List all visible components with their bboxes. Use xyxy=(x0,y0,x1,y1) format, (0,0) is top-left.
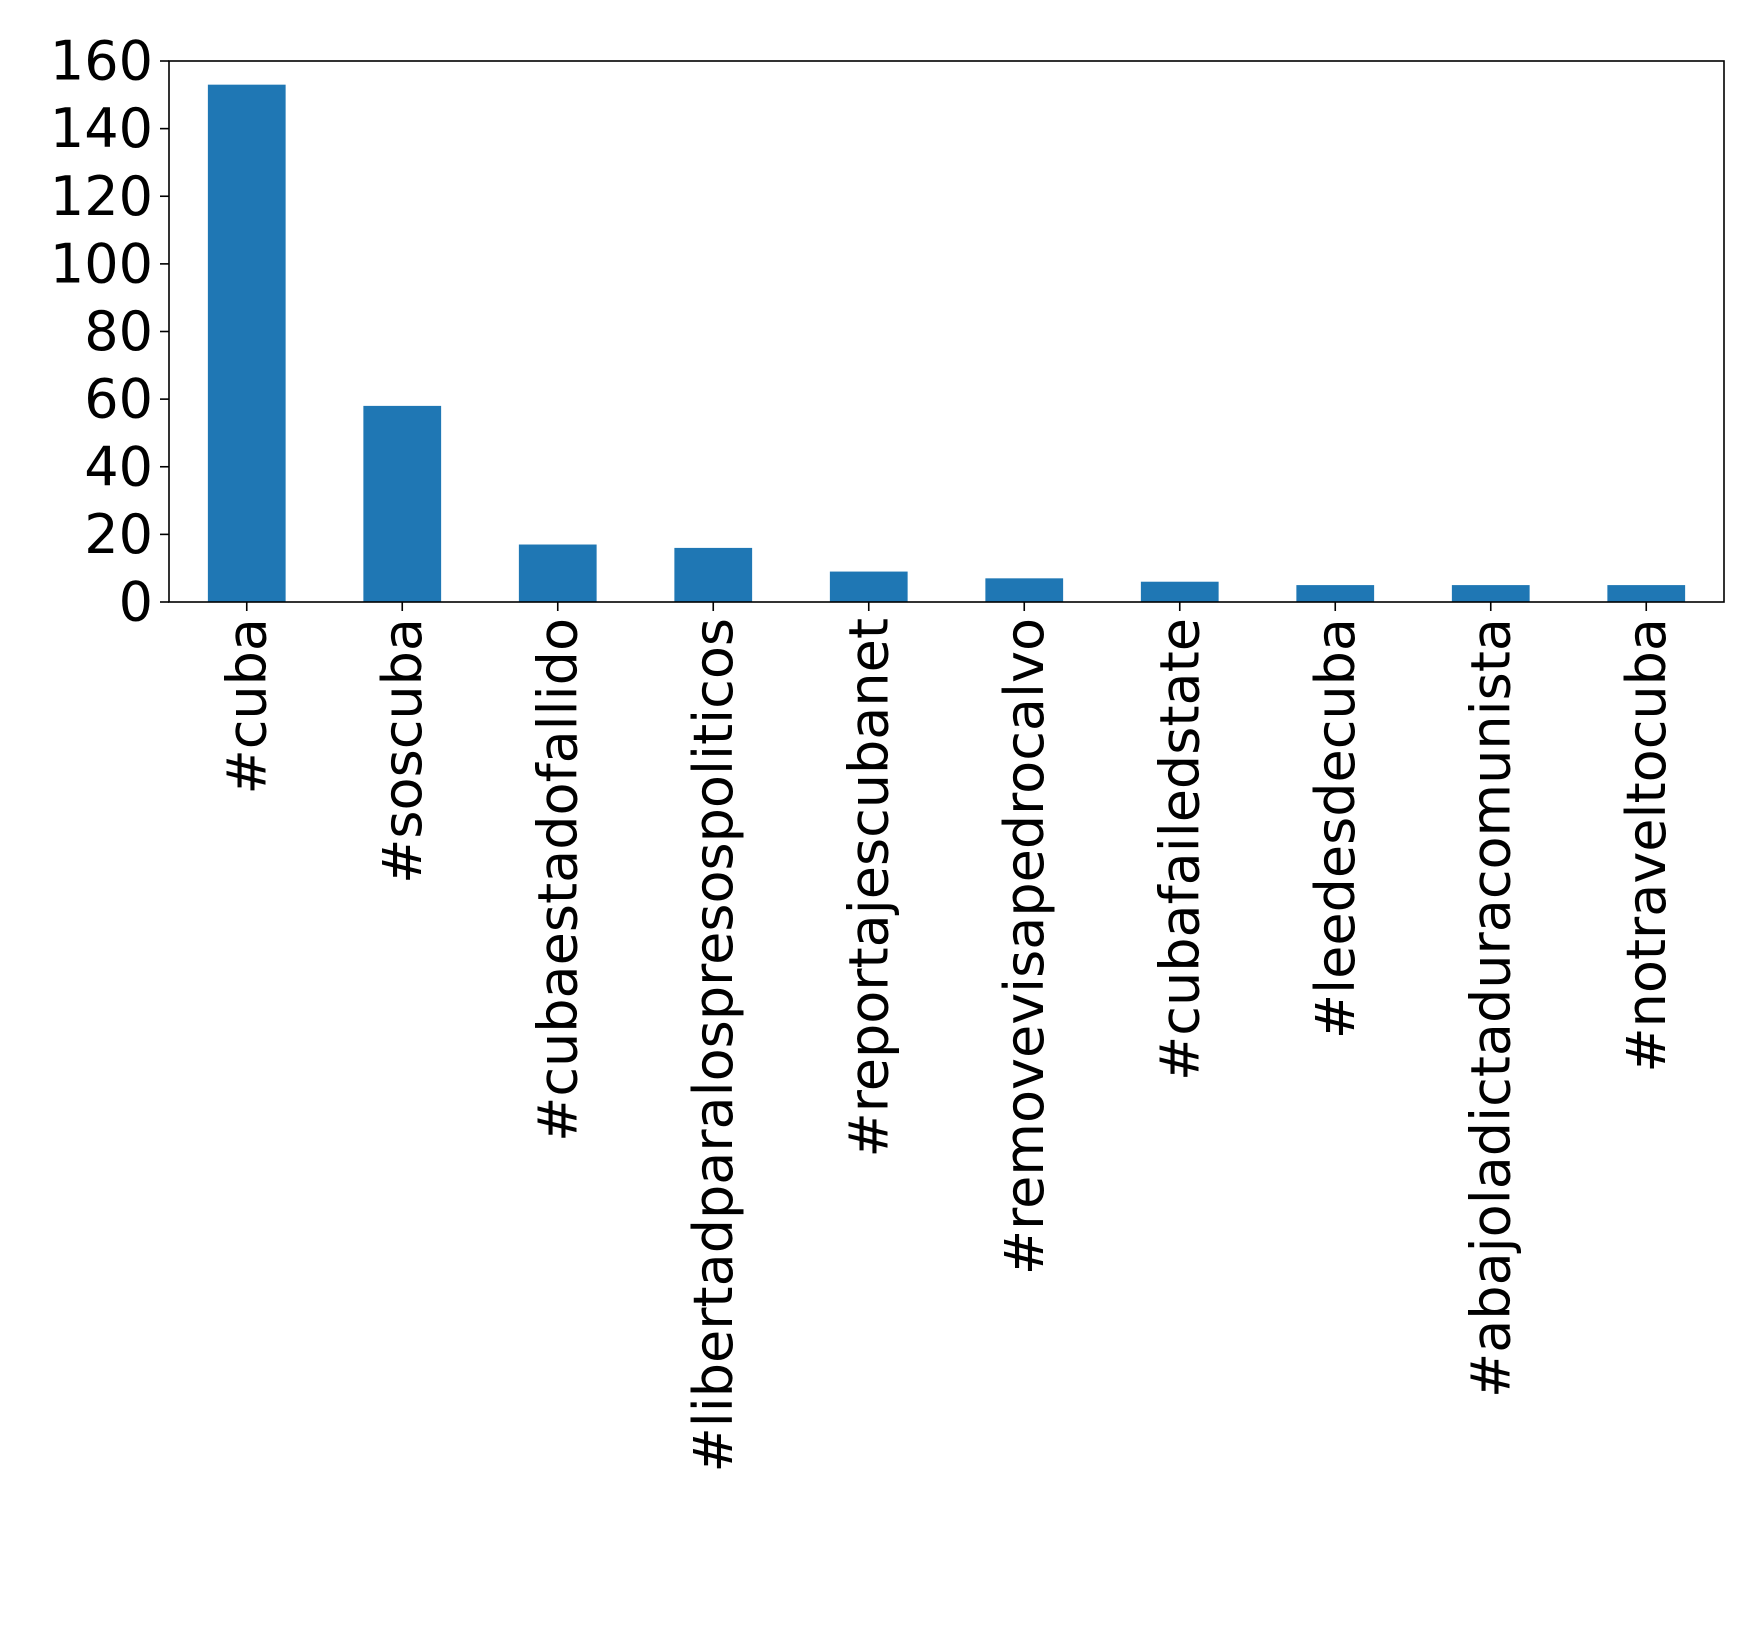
y-tick-label: 120 xyxy=(50,165,153,228)
x-tick-label: #cubafailedstate xyxy=(1148,618,1211,1081)
plot-frame xyxy=(168,60,1725,603)
bar-soscuba xyxy=(363,405,442,602)
bar-libertadparalospresospoliticos xyxy=(674,547,753,602)
bar-cubafailedstate xyxy=(1140,581,1219,602)
bar-notraveltocuba xyxy=(1607,585,1686,602)
y-tick-label: 100 xyxy=(50,232,153,295)
bar-removevisapedrocalvo xyxy=(985,578,1064,602)
bar-reportajescubanet xyxy=(829,571,908,602)
y-tick-label: 80 xyxy=(84,300,153,363)
x-tick-label: #removevisapedrocalvo xyxy=(993,618,1056,1275)
bar-cuba xyxy=(207,84,286,602)
x-tick-label: #notraveltocuba xyxy=(1615,618,1678,1073)
x-tick-label: #soscuba xyxy=(371,618,434,884)
y-tick-label: 20 xyxy=(84,503,153,566)
bars-layer xyxy=(207,84,1686,602)
x-tick-label: #cuba xyxy=(215,618,278,795)
bar-abajoladictaduracomunista xyxy=(1451,585,1530,602)
x-tick-label: #leedesdecuba xyxy=(1304,618,1367,1039)
x-tick-label: #reportajescubanet xyxy=(837,618,900,1158)
y-tick-label: 60 xyxy=(84,368,153,431)
x-axis: #cuba #soscuba #cubaestadofallido #libertad… xyxy=(215,602,1678,1473)
x-tick-label: #libertadparalospresospoliticos xyxy=(682,618,745,1473)
x-tick-label: #cubaestadofallido xyxy=(526,618,589,1142)
y-tick-label: 160 xyxy=(50,30,153,93)
y-tick-label: 40 xyxy=(84,435,153,498)
y-tick-label: 0 xyxy=(119,571,153,634)
x-tick-label: #abajoladictaduracomunista xyxy=(1459,618,1522,1398)
bar-cubaestadofallido xyxy=(518,544,597,602)
bar-leedesdecuba xyxy=(1296,585,1375,602)
y-tick-label: 140 xyxy=(50,97,153,160)
